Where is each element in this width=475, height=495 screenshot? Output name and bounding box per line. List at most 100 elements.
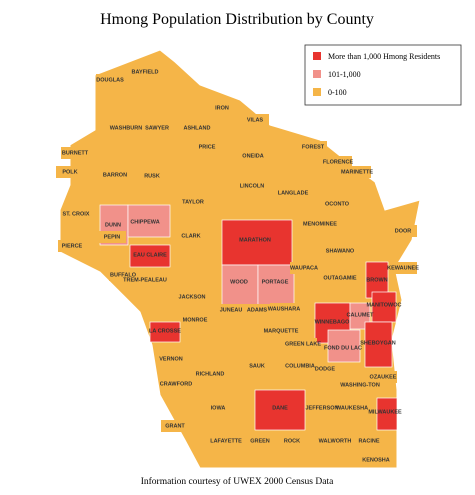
county: [323, 198, 351, 210]
county: [369, 371, 397, 383]
county-label: SHEBOYGAN: [360, 340, 395, 346]
footer: Information courtesy of UWEX 2000 Census…: [141, 476, 334, 487]
county-label: IOWA: [211, 405, 226, 411]
county-label: GRANT: [165, 423, 185, 429]
county-label: BAYFIELD: [132, 69, 159, 75]
county: [61, 147, 89, 159]
county-label: FOND DU LAC: [324, 345, 362, 351]
county-label: POLK: [62, 169, 77, 175]
county: [157, 353, 185, 365]
county-label: PIERCE: [62, 243, 83, 249]
county-label: ONEIDA: [242, 153, 263, 159]
county: [221, 264, 259, 306]
county: [212, 435, 240, 447]
county-label: MILWAUKEE: [368, 409, 402, 415]
county: [138, 170, 166, 182]
county-label: PORTAGE: [262, 279, 289, 285]
county-label: GREEN LAKE: [285, 341, 321, 347]
legend-label: More than 1,000 Hmong Residents: [328, 52, 440, 61]
county: [208, 102, 236, 114]
county-label: BUFFALO: [110, 272, 137, 278]
county-label: WASHBURN: [110, 125, 142, 131]
county-label: DOUGLAS: [96, 77, 124, 83]
county: [143, 122, 171, 134]
county: [58, 240, 86, 252]
county-label: WOOD: [230, 279, 248, 285]
county-label: CHIPPEWA: [130, 219, 159, 225]
county: [131, 274, 159, 286]
county-label: FLORENCE: [323, 159, 354, 165]
county-label: TREM-PEALEAU: [123, 277, 167, 283]
county-label: VILAS: [247, 117, 264, 123]
county-label: LANGLADE: [278, 190, 309, 196]
county: [327, 329, 361, 363]
county-label: JEFFERSON: [305, 405, 338, 411]
county: [324, 156, 352, 168]
county-label: ST. CROIX: [63, 211, 90, 217]
county: [196, 368, 224, 380]
county-label: RUSK: [144, 173, 160, 179]
county-label: COLUMBIA: [285, 363, 315, 369]
county-label: MARQUETTE: [264, 328, 299, 334]
county: [278, 435, 306, 447]
county: [221, 219, 293, 266]
county: [162, 378, 190, 390]
county-label: SAWYER: [145, 125, 169, 131]
county-label: MENOMINEE: [303, 221, 337, 227]
county: [299, 141, 327, 153]
county: [179, 196, 207, 208]
county-label: OZAUKEE: [370, 374, 397, 380]
county: [181, 314, 209, 326]
county-label: MANITOWOC: [366, 302, 401, 308]
county: [239, 150, 267, 162]
county-label: OUTAGAMIE: [323, 275, 357, 281]
county-label: CLARK: [181, 233, 200, 239]
county: [243, 304, 271, 316]
county-label: SHAWANO: [326, 248, 355, 254]
county-label: CALUMET: [347, 312, 375, 318]
county-label: MARINETTE: [341, 169, 373, 175]
county-label: WASHING-TON: [340, 382, 380, 388]
county-label: RACINE: [358, 438, 379, 444]
county: [96, 74, 124, 86]
county: [149, 321, 181, 343]
county-label: DOOR: [395, 228, 412, 234]
county: [279, 187, 307, 199]
county-label: KENOSHA: [362, 457, 390, 463]
county-label: ROCK: [284, 438, 300, 444]
county: [376, 397, 398, 431]
county-label: WAUSHARA: [268, 306, 300, 312]
county-label: DUNN: [105, 222, 121, 228]
county: [362, 454, 390, 466]
county-label: DODGE: [315, 366, 336, 372]
county-label: WAUKESHA: [336, 405, 368, 411]
county: [131, 66, 159, 78]
county: [338, 402, 366, 414]
county-label: DANE: [272, 405, 288, 411]
county: [129, 244, 171, 268]
county-label: GREEN: [250, 438, 270, 444]
county: [246, 435, 274, 447]
county: [355, 435, 383, 447]
county: [177, 230, 205, 242]
county: [270, 303, 298, 315]
legend-label: 101-1,000: [328, 70, 361, 79]
legend-swatch: [313, 88, 321, 96]
county: [56, 166, 84, 178]
county: [286, 360, 314, 372]
county: [306, 218, 334, 230]
county: [62, 208, 90, 220]
county-label: SAUK: [249, 363, 265, 369]
county-label: MONROE: [183, 317, 208, 323]
county-label: MARATHON: [239, 237, 271, 243]
county-label: PRICE: [199, 144, 216, 150]
county: [346, 379, 374, 391]
county: [112, 122, 140, 134]
county-label: LA CROSSE: [149, 328, 181, 334]
county: [127, 204, 171, 238]
county: [308, 402, 336, 414]
county-label: KEWAUNEE: [387, 265, 419, 271]
county: [289, 338, 317, 350]
